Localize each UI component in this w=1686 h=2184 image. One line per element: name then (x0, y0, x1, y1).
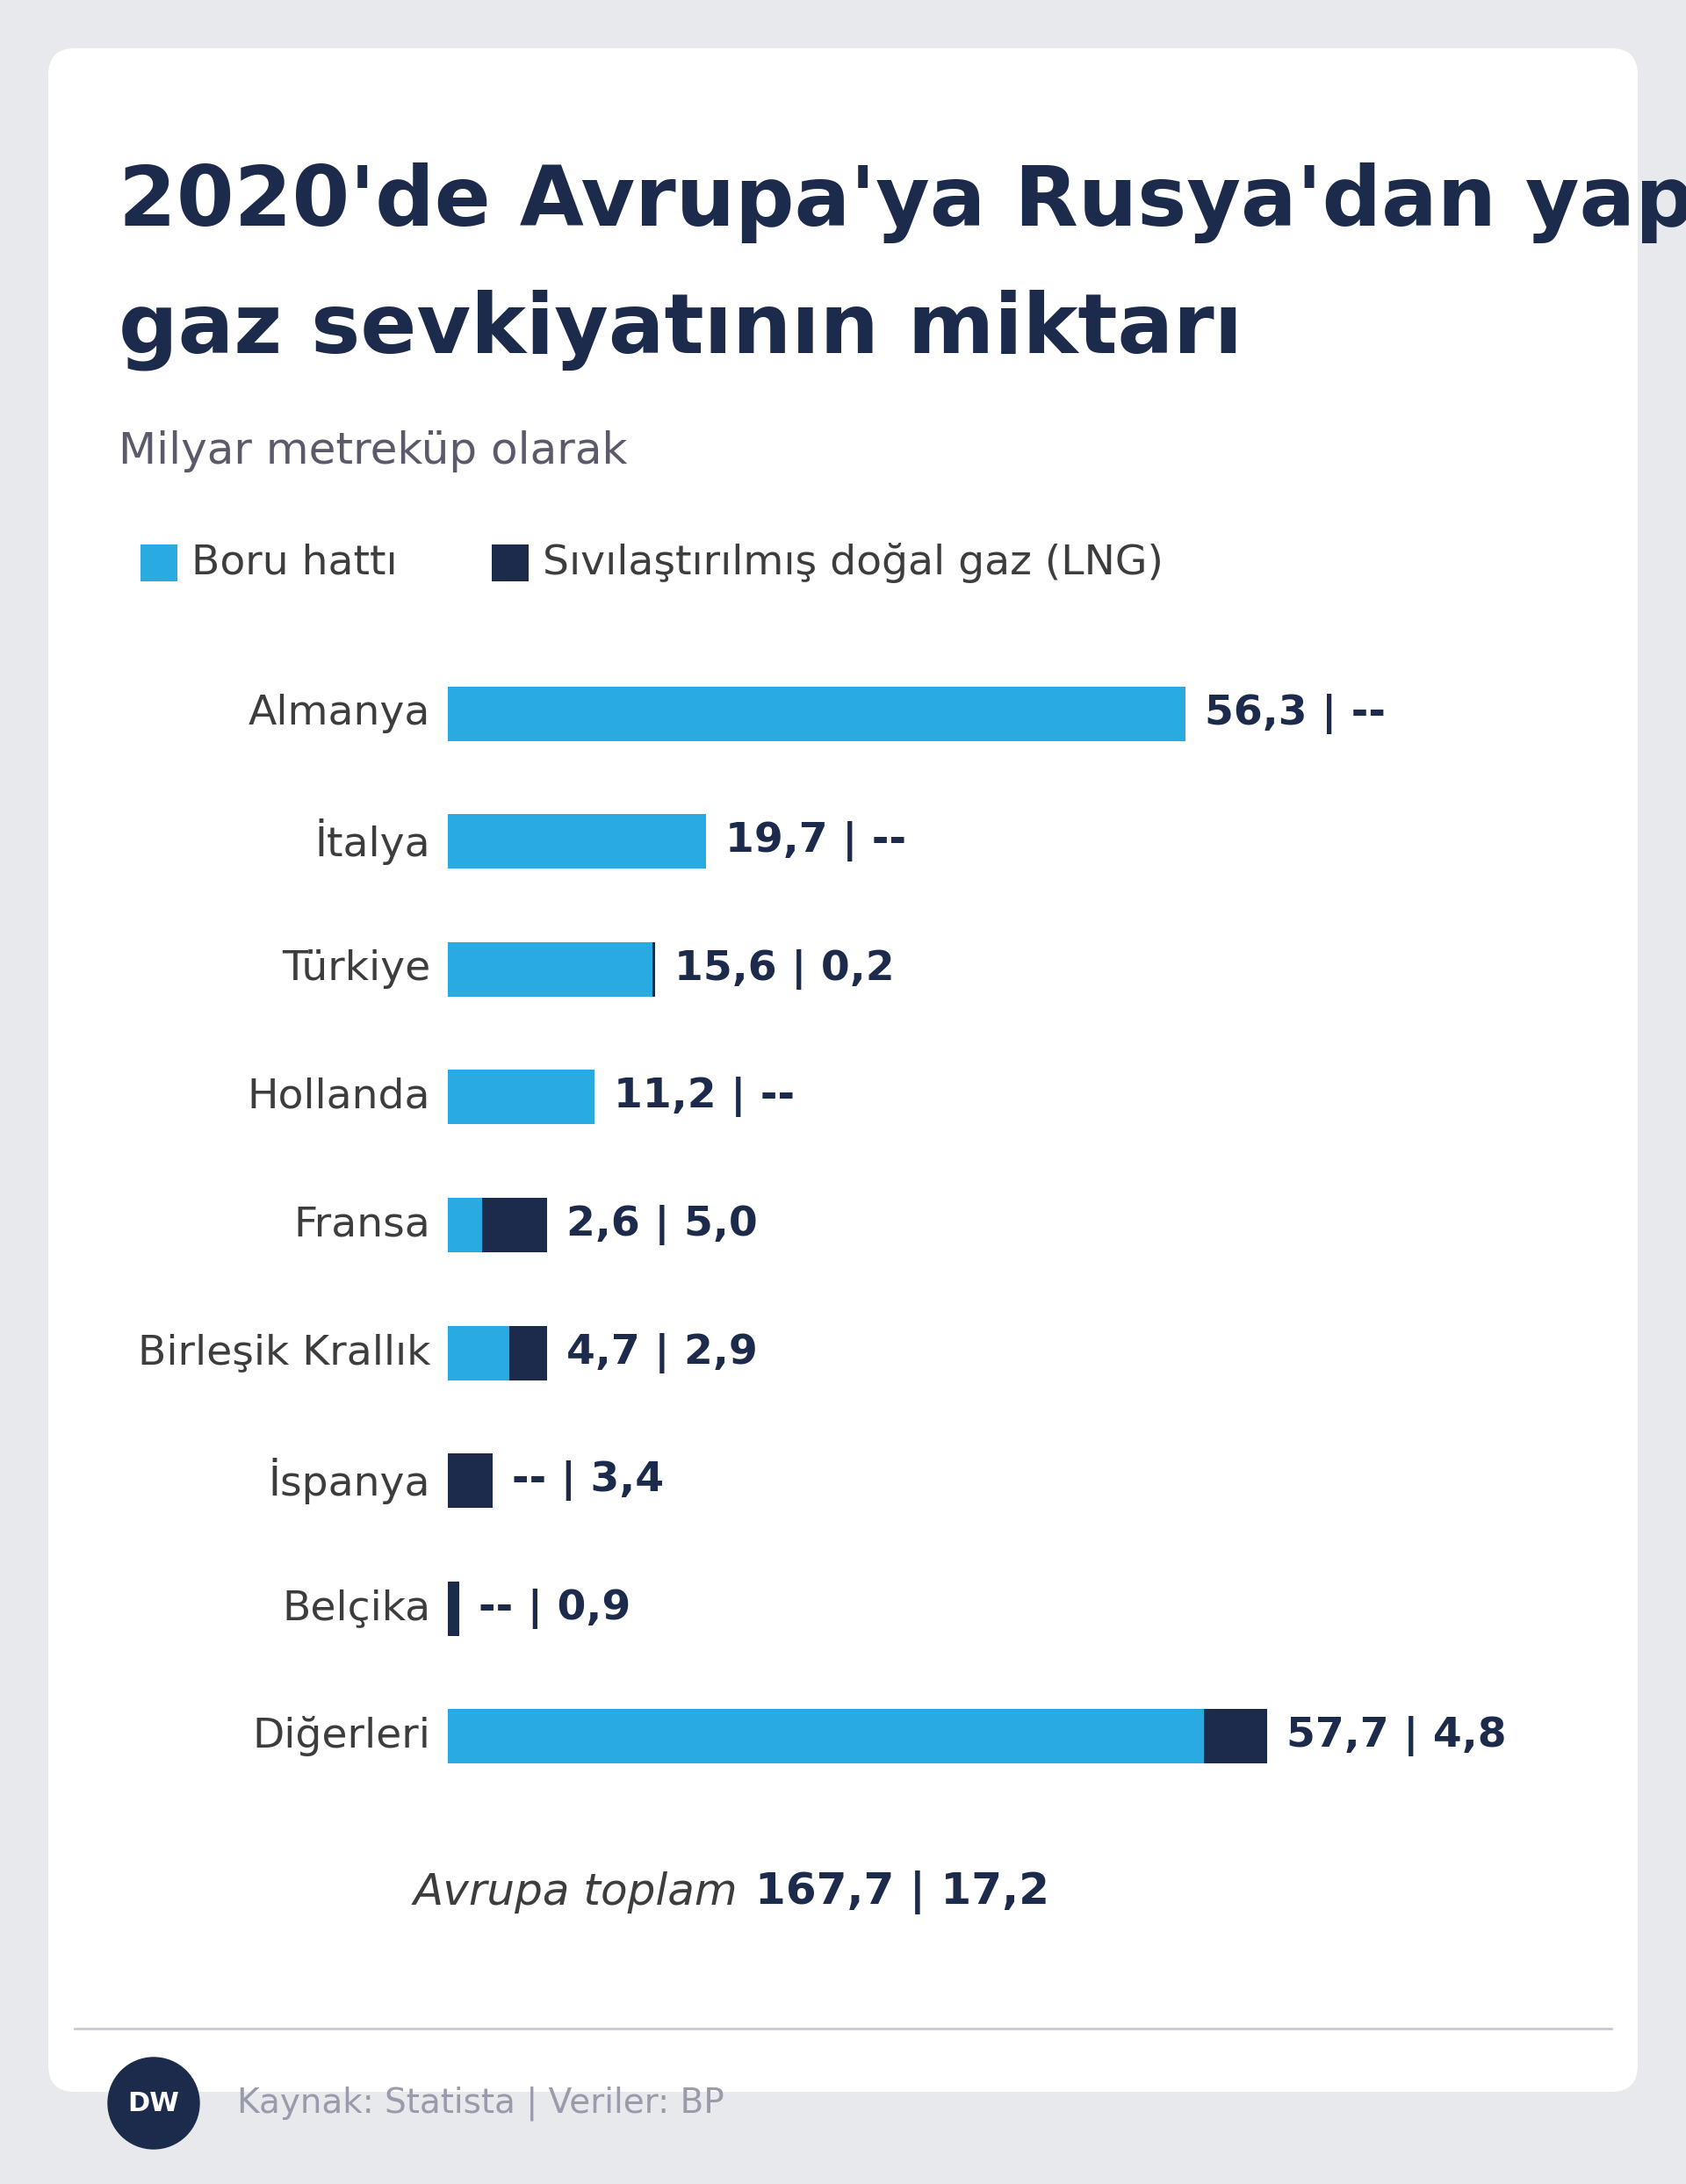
FancyBboxPatch shape (482, 1197, 548, 1251)
Text: 11,2 | --: 11,2 | -- (614, 1077, 794, 1118)
Text: Türkiye: Türkiye (282, 950, 430, 989)
FancyBboxPatch shape (652, 941, 654, 996)
Text: -- | 0,9: -- | 0,9 (479, 1588, 631, 1629)
FancyBboxPatch shape (448, 1455, 472, 1507)
FancyBboxPatch shape (448, 1070, 595, 1125)
FancyBboxPatch shape (448, 1455, 492, 1507)
Text: Avrupa toplam: Avrupa toplam (413, 1872, 738, 1913)
Text: 2020'de Avrupa'ya Rusya'dan yapılan: 2020'de Avrupa'ya Rusya'dan yapılan (118, 162, 1686, 242)
FancyBboxPatch shape (448, 686, 1185, 740)
Text: Birleşik Krallık: Birleşik Krallık (138, 1332, 430, 1372)
Text: gaz sevkiyatının miktarı: gaz sevkiyatının miktarı (118, 290, 1243, 371)
FancyBboxPatch shape (448, 1581, 457, 1636)
FancyBboxPatch shape (1204, 1710, 1266, 1762)
Text: Sıvılaştırılmış doğal gaz (LNG): Sıvılaştırılmış doğal gaz (LNG) (543, 542, 1163, 583)
Text: İtalya: İtalya (315, 819, 430, 865)
FancyBboxPatch shape (448, 815, 706, 869)
Text: Almanya: Almanya (248, 695, 430, 734)
Text: Milyar metreküp olarak: Milyar metreküp olarak (118, 430, 627, 472)
Text: 56,3 | --: 56,3 | -- (1205, 695, 1386, 734)
FancyBboxPatch shape (140, 544, 177, 581)
FancyBboxPatch shape (448, 1710, 1204, 1762)
Text: 4,7 | 2,9: 4,7 | 2,9 (566, 1332, 759, 1374)
Circle shape (108, 2057, 199, 2149)
FancyBboxPatch shape (448, 1581, 460, 1636)
Text: Boru hattı: Boru hattı (192, 544, 398, 583)
FancyBboxPatch shape (509, 1326, 548, 1380)
Text: 19,7 | --: 19,7 | -- (725, 821, 907, 863)
Text: 167,7 | 17,2: 167,7 | 17,2 (755, 1870, 1049, 1915)
Text: DW: DW (128, 2090, 179, 2116)
FancyBboxPatch shape (49, 48, 1637, 2092)
Text: -- | 3,4: -- | 3,4 (513, 1461, 664, 1500)
FancyBboxPatch shape (448, 941, 652, 996)
Text: 57,7 | 4,8: 57,7 | 4,8 (1286, 1717, 1506, 1756)
Text: 2,6 | 5,0: 2,6 | 5,0 (566, 1206, 759, 1245)
FancyBboxPatch shape (448, 1326, 509, 1380)
Text: Belçika: Belçika (282, 1588, 430, 1629)
FancyBboxPatch shape (492, 544, 529, 581)
Text: 15,6 | 0,2: 15,6 | 0,2 (674, 950, 894, 989)
Text: Fransa: Fransa (293, 1206, 430, 1245)
Text: Kaynak: Statista | Veriler: BP: Kaynak: Statista | Veriler: BP (238, 2086, 725, 2121)
Text: Hollanda: Hollanda (248, 1077, 430, 1116)
Text: Diğerleri: Diğerleri (253, 1717, 430, 1756)
Text: İspanya: İspanya (268, 1457, 430, 1505)
FancyBboxPatch shape (448, 1197, 482, 1251)
